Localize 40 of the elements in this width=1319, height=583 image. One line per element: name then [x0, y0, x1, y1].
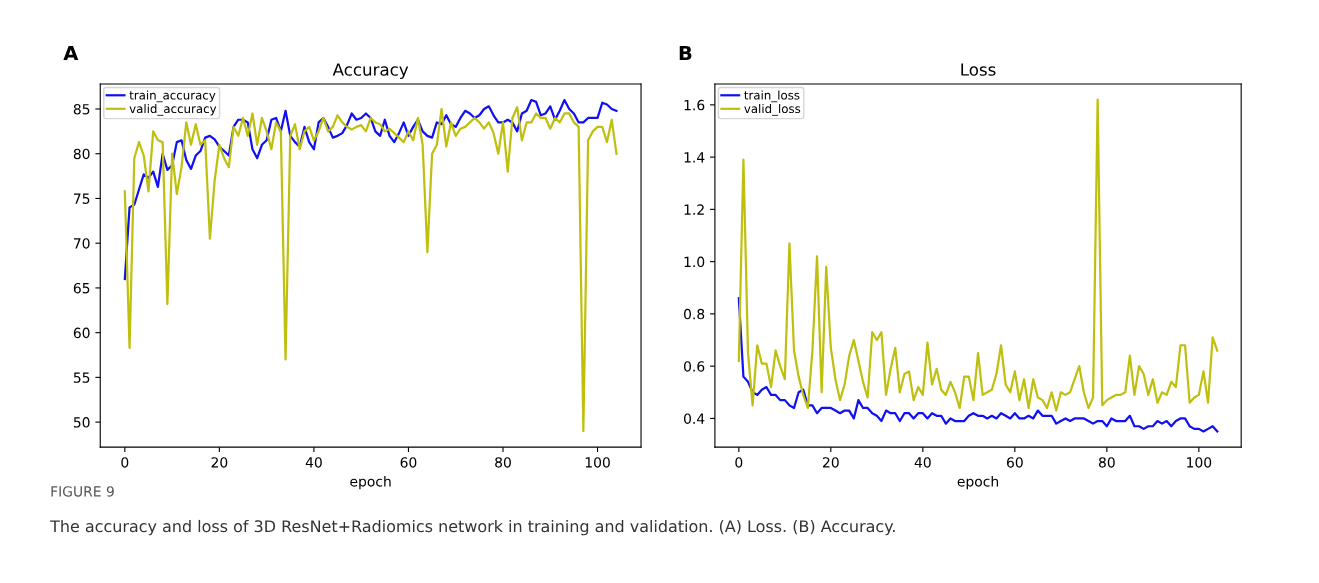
legend-label: train_loss: [744, 90, 800, 103]
text: A: [63, 45, 79, 61]
y-tick-label: 0.6: [684, 361, 705, 372]
y-tick-label: 0.4: [684, 413, 705, 424]
x-tick-label: 60: [1006, 457, 1023, 468]
text: The accuracy and loss of 3D ResNet+Radiomics network in training and validation. (A) Loss. (B) Accuracy.: [50, 519, 895, 536]
x-tick-label: 0: [121, 457, 129, 468]
line-series: [737, 297, 1219, 433]
x-tick-label: 20: [211, 457, 228, 468]
y-tick-label: 65: [73, 282, 90, 294]
y-tick-label: 75: [73, 193, 90, 204]
chart-title: Loss: [961, 63, 996, 76]
x-tick-label: 80: [495, 457, 511, 468]
x-tick-label: 20: [823, 457, 839, 468]
legend-label: train_accuracy: [129, 90, 216, 103]
x-tick-label: 100: [1187, 457, 1212, 468]
y-tick-label: 1.4: [684, 152, 705, 163]
y-tick-label: 85: [73, 103, 90, 115]
x-tick-label: 0: [735, 457, 743, 468]
legend-label: valid_accuracy: [129, 103, 217, 116]
y-tick-label: 1.2: [684, 204, 704, 215]
caption: FIGURE 9: [51, 486, 114, 497]
y-tick-label: 60: [73, 327, 90, 339]
y-tick-label: 50: [73, 417, 90, 428]
text: B: [679, 45, 692, 61]
y-tick-label: 1.0: [684, 256, 705, 268]
x-axis-title: epoch: [350, 475, 391, 490]
x-tick-label: 40: [914, 457, 931, 468]
x-tick-label: 60: [400, 457, 417, 468]
y-tick-label: 1.6: [684, 99, 705, 111]
y-tick-label: 55: [73, 372, 90, 383]
y-tick-label: 0.8: [684, 308, 705, 320]
x-axis-title: epoch: [957, 475, 999, 490]
y-tick-label: 80: [73, 148, 90, 160]
x-tick-label: 80: [1098, 457, 1115, 468]
x-tick-label: 100: [585, 457, 610, 468]
chart-title: Accuracy: [332, 63, 409, 80]
y-tick-label: 70: [73, 238, 90, 249]
legend-label: valid_loss: [744, 103, 801, 116]
x-tick-label: 40: [305, 457, 322, 468]
